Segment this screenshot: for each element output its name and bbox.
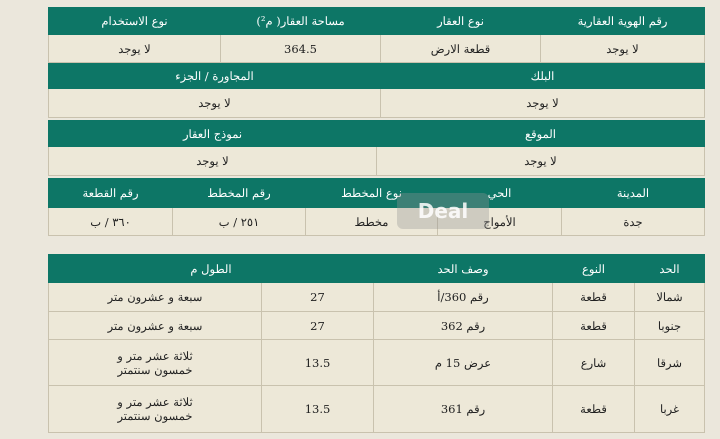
- table-row: جنوبا قطعة رقم 362 27 سبعة و عشرون متر: [48, 311, 705, 340]
- header-plan-number: رقم المخطط: [172, 178, 306, 208]
- header-plot-number: رقم القطعة: [48, 178, 173, 208]
- side: جنوبا: [634, 311, 705, 340]
- plan-table: المدينة الحي نوع المخطط رقم المخطط رقم ا…: [48, 178, 705, 236]
- header-plan-type: نوع المخطط: [305, 178, 438, 208]
- value-location: لا يوجد: [376, 146, 705, 176]
- deal-watermark-logo: Deal: [397, 193, 489, 229]
- value-usage: لا يوجد: [48, 34, 221, 63]
- length: 27: [261, 311, 374, 340]
- header-area: مساحة العقار( م²): [220, 7, 381, 35]
- table-row: شمالا قطعة رقم 360/أ 27 سبعة و عشرون متر: [48, 282, 705, 312]
- header-block: البلك: [380, 62, 705, 89]
- location-table: الموقع نموذج العقار لا يوجد لا يوجد: [48, 120, 705, 176]
- header-district: الحي: [437, 178, 562, 208]
- length: 13.5: [261, 339, 374, 386]
- value-type: قطعة الارض: [380, 34, 541, 63]
- property-info-table: رقم الهوية العقارية نوع العقار مساحة الع…: [48, 7, 705, 118]
- header-location: الموقع: [376, 120, 705, 147]
- side: شرقا: [634, 339, 705, 386]
- type: قطعة: [552, 282, 635, 312]
- value-block: لا يوجد: [380, 88, 705, 118]
- type: قطعة: [552, 311, 635, 340]
- header-description: وصف الحد: [373, 254, 553, 283]
- header-neighborhood-part: المجاورة / الجزء: [48, 62, 381, 89]
- header-property-model: نموذج العقار: [48, 120, 377, 147]
- description: رقم 361: [373, 385, 553, 433]
- header-usage: نوع الاستخدام: [48, 7, 221, 35]
- value-plan-type: مخطط: [305, 207, 438, 236]
- value-plot-number: ٣٦٠ / ب: [48, 207, 173, 236]
- length: 27: [261, 282, 374, 312]
- boundaries-table: الحد النوع وصف الحد الطول م شمالا قطعة ر…: [48, 254, 705, 433]
- side: شمالا: [634, 282, 705, 312]
- value-city: جدة: [561, 207, 705, 236]
- length-text: ثلاثة عشر متر و خمسون سنتمتر: [48, 339, 262, 386]
- description: عرض 15 م: [373, 339, 553, 386]
- type: شارع: [552, 339, 635, 386]
- length-text: ثلاثة عشر متر و خمسون سنتمتر: [48, 385, 262, 433]
- value-neighborhood-part: لا يوجد: [48, 88, 381, 118]
- value-id: لا يوجد: [540, 34, 705, 63]
- value-property-model: لا يوجد: [48, 146, 377, 176]
- length-text: سبعة و عشرون متر: [48, 311, 262, 340]
- value-district: الأمواج: [437, 207, 562, 236]
- header-type: نوع العقار: [380, 7, 541, 35]
- description: رقم 360/أ: [373, 282, 553, 312]
- table-row: غربا قطعة رقم 361 13.5 ثلاثة عشر متر و خ…: [48, 385, 705, 433]
- side: غربا: [634, 385, 705, 433]
- length-text: سبعة و عشرون متر: [48, 282, 262, 312]
- length: 13.5: [261, 385, 374, 433]
- header-id: رقم الهوية العقارية: [540, 7, 705, 35]
- header-boundary-type: النوع: [552, 254, 635, 283]
- description: رقم 362: [373, 311, 553, 340]
- value-area: 364.5: [220, 34, 381, 63]
- value-plan-number: ٢٥١ / ب: [172, 207, 306, 236]
- header-side: الحد: [634, 254, 705, 283]
- type: قطعة: [552, 385, 635, 433]
- header-length: الطول م: [48, 254, 374, 283]
- table-row: شرقا شارع عرض 15 م 13.5 ثلاثة عشر متر و …: [48, 339, 705, 386]
- header-city: المدينة: [561, 178, 705, 208]
